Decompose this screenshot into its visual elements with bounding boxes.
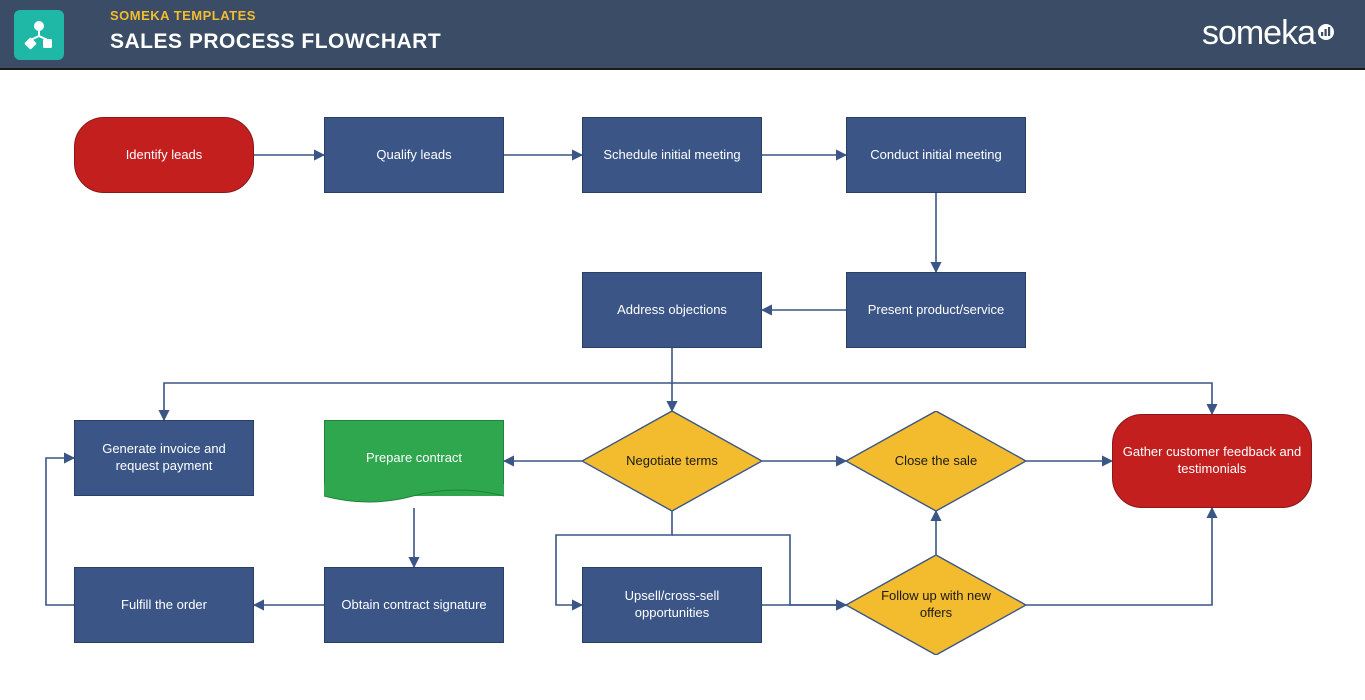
node-label: Fulfill the order	[121, 597, 207, 614]
edge	[672, 383, 1212, 414]
node-n9: Prepare contract	[324, 420, 504, 496]
flowchart-canvas: Identify leads Qualify leads Schedule init…	[0, 72, 1365, 700]
logo-icon	[14, 10, 64, 60]
node-n1: Identify leads	[74, 117, 254, 193]
node-label: Prepare contract	[366, 450, 462, 467]
header-subtitle: SOMEKA TEMPLATES	[110, 8, 256, 23]
edge	[1026, 508, 1212, 605]
node-label: Qualify leads	[376, 147, 451, 164]
node-n12: Obtain contract signature	[324, 567, 504, 643]
node-label: Gather customer feedback and testimonial…	[1121, 444, 1303, 478]
header-title: SALES PROCESS FLOWCHART	[110, 30, 441, 54]
node-n15: Follow up with new offers	[846, 555, 1026, 655]
node-n14: Upsell/cross-sell opportunities	[582, 567, 762, 643]
node-n10: Generate invoice and request payment	[74, 420, 254, 496]
node-label: Follow up with new offers	[854, 588, 1018, 622]
node-label: Present product/service	[868, 302, 1005, 319]
node-label: Negotiate terms	[604, 453, 740, 470]
node-label: Close the sale	[873, 453, 999, 470]
node-label: Identify leads	[126, 147, 203, 164]
node-label: Obtain contract signature	[341, 597, 486, 614]
node-n7: Negotiate terms	[582, 411, 762, 511]
node-label: Upsell/cross-sell opportunities	[591, 588, 753, 622]
node-label: Conduct initial meeting	[870, 147, 1002, 164]
node-label: Schedule initial meeting	[603, 147, 740, 164]
node-n8: Close the sale	[846, 411, 1026, 511]
brand-logo: someka	[1202, 14, 1335, 53]
node-n13: Fulfill the order	[74, 567, 254, 643]
node-n6: Address objections	[582, 272, 762, 348]
node-n11: Gather customer feedback and testimonial…	[1112, 414, 1312, 508]
header: SOMEKA TEMPLATES SALES PROCESS FLOWCHART…	[0, 0, 1365, 70]
node-n4: Conduct initial meeting	[846, 117, 1026, 193]
node-n2: Qualify leads	[324, 117, 504, 193]
node-label: Address objections	[617, 302, 727, 319]
node-n3: Schedule initial meeting	[582, 117, 762, 193]
node-n5: Present product/service	[846, 272, 1026, 348]
node-label: Generate invoice and request payment	[83, 441, 245, 475]
edge	[46, 458, 74, 605]
